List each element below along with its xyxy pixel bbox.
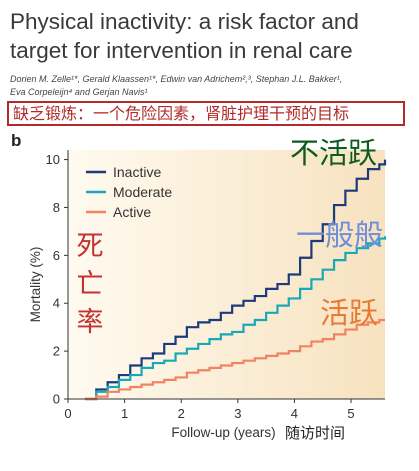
legend-label-active: Active: [113, 204, 151, 220]
series-line-moderate: [84, 236, 387, 401]
paper-title: Physical inactivity: a risk factor and t…: [10, 7, 415, 65]
legend-label-moderate: Moderate: [113, 184, 172, 200]
x-tick-label: 4: [291, 406, 298, 421]
y-tick-label: 6: [53, 248, 60, 263]
annotation-mortality-char-3: 率: [76, 307, 104, 338]
author-list: Dorien M. Zelle¹*, Gerald Klaassen¹*, Ed…: [10, 73, 410, 99]
x-tick-label: 5: [347, 406, 354, 421]
annotation-mortality-cn: 死 亡 率: [74, 228, 106, 342]
annotation-moderate-cn: 一般般: [296, 218, 384, 252]
x-axis-title: Follow-up (years): [171, 425, 275, 440]
y-tick-label: 4: [53, 296, 60, 311]
x-tick-label: 1: [121, 406, 128, 421]
legend: Inactive Moderate Active: [86, 164, 172, 220]
y-tick-label: 8: [53, 200, 60, 215]
annotation-inactive-cn: 不活跃: [290, 136, 378, 170]
series-line-inactive: [84, 159, 387, 401]
y-tick-label: 10: [46, 152, 60, 167]
annotation-active-cn: 活跃: [320, 296, 379, 330]
x-tick-label: 3: [234, 406, 241, 421]
author-list-line-2: Eva Corpeleijn⁴ and Gerjan Navis¹: [10, 87, 148, 97]
annotation-mortality-char-1: 死: [76, 231, 104, 262]
y-tick-label: 0: [53, 392, 60, 407]
plot-area: [68, 150, 385, 399]
legend-label-inactive: Inactive: [113, 164, 161, 180]
y-axis-title: Mortality (%): [28, 247, 43, 323]
author-list-line-1: Dorien M. Zelle¹*, Gerald Klaassen¹*, Ed…: [10, 74, 343, 84]
chinese-title-banner: 缺乏锻炼：一个危险因素，肾脏护理干预的目标: [7, 101, 405, 126]
y-tick-label: 2: [53, 344, 60, 359]
paper-title-line-2: target for intervention in renal care: [10, 38, 353, 63]
panel-letter: b: [11, 131, 22, 150]
series-line-active: [84, 318, 385, 401]
x-tick-label: 2: [178, 406, 185, 421]
annotation-mortality-char-2: 亡: [76, 269, 104, 300]
paper-title-line-1: Physical inactivity: a risk factor and: [10, 9, 359, 34]
annotation-followup-cn: 随访时间: [285, 424, 346, 442]
x-tick-label: 0: [64, 406, 71, 421]
